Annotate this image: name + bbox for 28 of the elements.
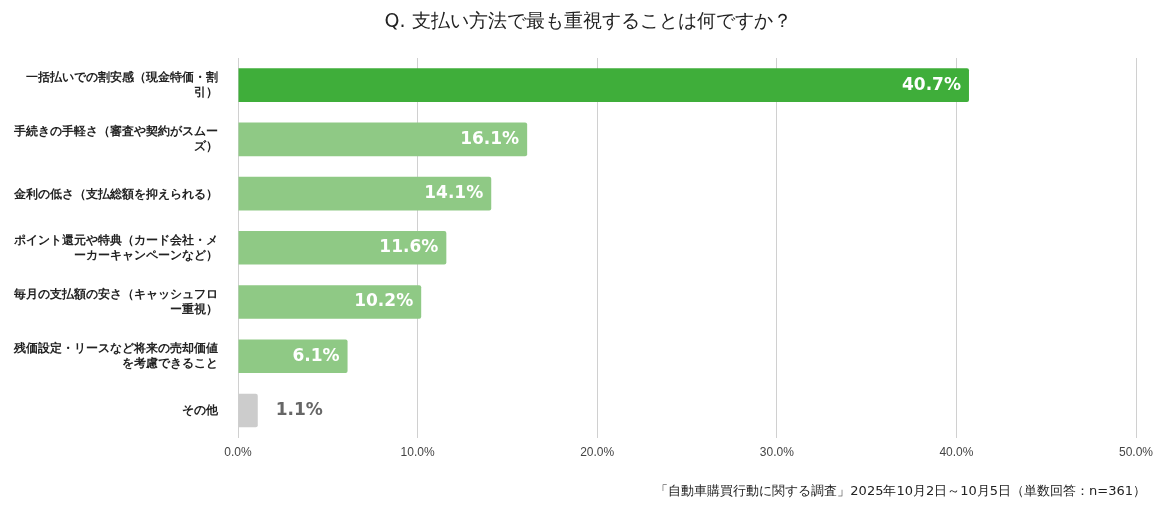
y-tick-label: 一括払いでの割安感（現金特価・割引） <box>25 70 218 101</box>
bar <box>238 122 528 157</box>
data-label: 6.1% <box>292 344 340 365</box>
x-tick-label: 0.0% <box>224 445 252 460</box>
x-tick-label: 40.0% <box>939 445 974 460</box>
data-label: 11.6% <box>379 236 439 257</box>
x-tick-label: 10.0% <box>400 445 435 460</box>
data-label: 16.1% <box>460 127 520 148</box>
bar <box>238 285 422 319</box>
x-tick-label: 30.0% <box>759 445 795 460</box>
y-tick-label: 金利の低さ（支払総額を抑えられる） <box>13 186 218 202</box>
data-label: 40.7% <box>901 73 961 94</box>
y-tick-label: 手続きの手軽さ（審査や契約がスムーズ） <box>13 124 218 155</box>
chart-title: Q. 支払い方法で最も重視することは何ですか？ <box>383 8 793 33</box>
bar <box>238 176 492 211</box>
data-label: 14.1% <box>424 181 484 202</box>
x-tick-label: 20.0% <box>580 445 615 460</box>
data-label: 10.2% <box>354 290 414 311</box>
data-label: 1.1% <box>275 398 323 419</box>
y-tick-label: 毎月の支払額の安さ（キャッシュフロー重視） <box>13 287 218 318</box>
bar <box>238 230 447 265</box>
y-tick-label: ポイント還元や特典（カード会社・メーカーキャンペーンなど） <box>13 232 218 263</box>
y-tick-label: その他 <box>181 402 218 418</box>
text: 「自動車購買行動に関する調査」2025年10月2日～10月5日（単数回答：n=361） <box>655 482 1146 500</box>
bar <box>238 339 348 374</box>
x-tick-label: 50.0% <box>1118 445 1154 460</box>
bar <box>238 68 969 102</box>
y-tick-label: 残価設定・リースなど将来の売却価値を考慮できること <box>13 341 218 372</box>
